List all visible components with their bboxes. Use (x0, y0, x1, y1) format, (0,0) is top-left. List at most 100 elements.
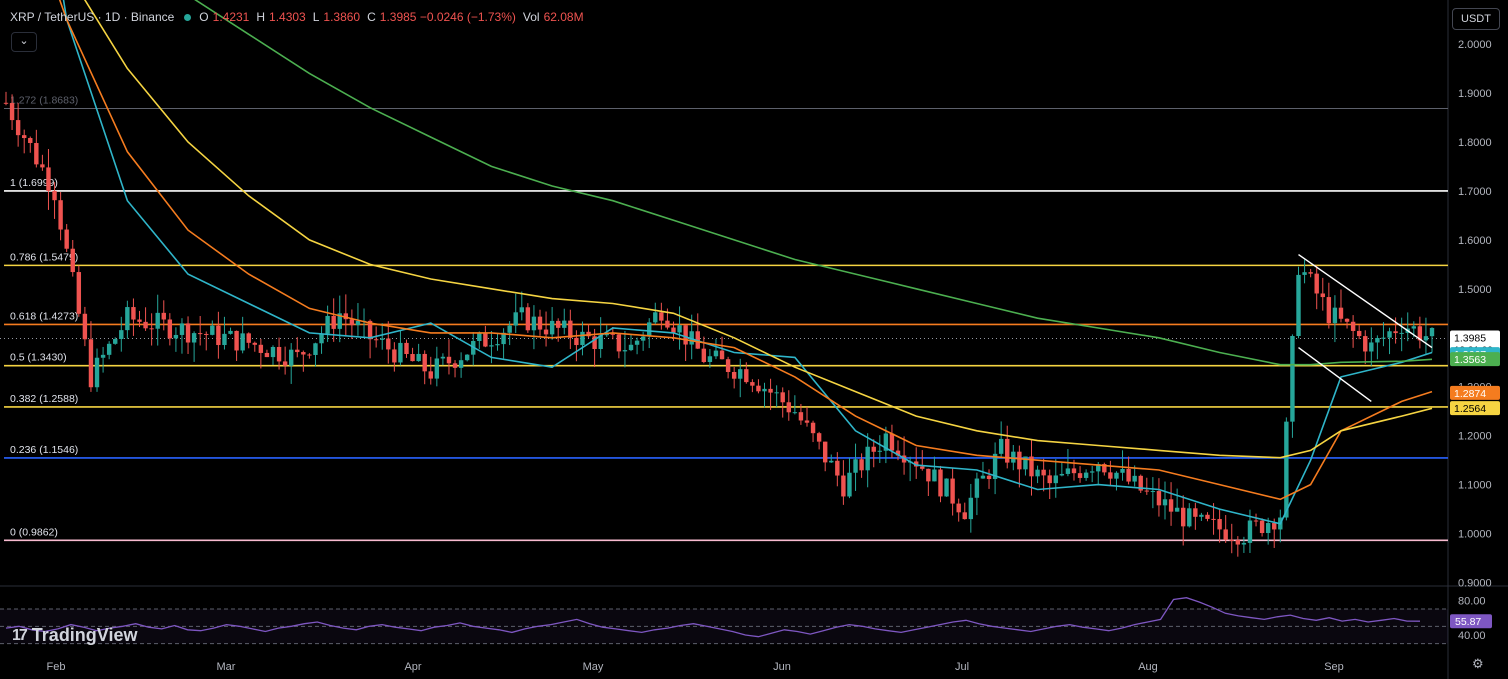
candle-body (1326, 297, 1332, 324)
candle-body (1017, 451, 1022, 470)
price-tick-label: 1.6000 (1458, 235, 1492, 247)
candle-body (398, 342, 403, 363)
open-value: 1.4231 (212, 10, 250, 24)
rsi-tick-label: 40.00 (1458, 630, 1486, 642)
candle-body (295, 349, 300, 353)
candle-body (1381, 337, 1386, 339)
candle-body (173, 334, 179, 339)
candle-body (191, 333, 197, 343)
candle-body (1138, 475, 1143, 491)
candle-body (1096, 464, 1101, 472)
candle-body (1059, 473, 1065, 476)
candle-body (349, 319, 355, 326)
price-tick-label: 1.2000 (1458, 431, 1492, 443)
candle-body (185, 323, 191, 343)
fib-level-label: 0.236 (1.1546) (10, 444, 78, 456)
candle-body (422, 353, 427, 372)
currency-button[interactable]: USDT (1452, 8, 1500, 30)
candle-body (1259, 520, 1265, 534)
candle-body (1393, 331, 1398, 334)
candle-body (410, 354, 415, 362)
price-axis-badge-text: 1.2874 (1454, 388, 1486, 400)
candle-body (100, 354, 106, 358)
candle-body (477, 333, 482, 342)
candle-body (40, 164, 45, 168)
candle-body (386, 338, 391, 350)
candle-body (119, 330, 124, 339)
candle-body (829, 460, 834, 463)
candle-body (677, 325, 682, 333)
candle-body (1199, 514, 1204, 517)
candle-body (258, 344, 264, 353)
time-axis-label: Feb (47, 661, 66, 673)
candle-body (1083, 472, 1089, 478)
candle-body (992, 453, 998, 480)
candle-body (519, 307, 524, 313)
candle-body (106, 343, 112, 355)
candle-body (276, 346, 282, 362)
candle-body (1363, 336, 1368, 352)
candle-body (222, 333, 227, 346)
candle-body (94, 357, 100, 388)
candle-body (707, 356, 713, 363)
fib-level-label: 0 (0.9862) (10, 526, 58, 538)
moving-average-line (83, 0, 1433, 459)
candle-body (270, 346, 276, 358)
candle-body (938, 469, 943, 497)
fib-level-label: 0.382 (1.2588) (10, 393, 78, 405)
volume-value: 62.08M (543, 10, 584, 24)
candle-body (622, 350, 628, 352)
candle-body (956, 503, 961, 513)
candle-body (1375, 337, 1380, 343)
candle-body (1344, 318, 1350, 322)
price-axis-badge (1450, 385, 1500, 400)
candle-body (810, 422, 816, 434)
candle-body (1332, 307, 1338, 324)
candle-body (580, 331, 585, 346)
candle-body (798, 412, 804, 421)
price-tick-label: 0.9000 (1458, 578, 1492, 590)
candle-body (1217, 519, 1222, 530)
candle-body (513, 312, 518, 326)
candle-body (1011, 451, 1016, 463)
price-tick-label: 1.8000 (1458, 137, 1492, 149)
candle-body (337, 313, 342, 329)
gear-icon[interactable]: ⚙ (1472, 656, 1484, 671)
chevron-down-icon[interactable]: ⌄ (11, 32, 37, 52)
candle-body (1150, 491, 1156, 493)
candle-body (1126, 468, 1131, 482)
time-axis-label: Aug (1138, 661, 1158, 673)
tradingview-logo[interactable]: 17 TradingView (12, 625, 138, 646)
fib-level-label: 1 (1.6999) (10, 177, 58, 189)
candle-body (543, 329, 549, 335)
price-axis-badge-text: 1.3985 (1454, 333, 1486, 345)
candle-body (167, 319, 173, 339)
candle-body (1417, 326, 1423, 341)
trendline (1298, 254, 1433, 349)
candle-body (131, 307, 136, 320)
candle-body (1211, 518, 1216, 520)
candle-body (525, 307, 531, 331)
rsi-line (5, 597, 1421, 638)
candle-body (1035, 469, 1040, 477)
symbol-title[interactable]: XRP / TetherUS · 1D · Binance (10, 10, 175, 24)
candle-body (1235, 540, 1241, 545)
candle-body (46, 167, 51, 191)
candle-body (1181, 507, 1186, 527)
market-status-icon (184, 13, 192, 21)
candle-body (792, 412, 798, 414)
close-label: C (367, 10, 376, 24)
candle-body (1114, 472, 1119, 479)
candle-body (452, 363, 458, 368)
candle-body (1411, 326, 1416, 329)
candle-body (301, 352, 306, 355)
candle-body (871, 446, 876, 452)
close-value: 1.3985 −0.0246 (−1.73%) (379, 10, 516, 24)
candle-body (137, 319, 142, 322)
candle-body (204, 333, 209, 335)
candle-body (701, 348, 707, 363)
candle-body (719, 350, 725, 360)
candle-body (1272, 523, 1277, 530)
moving-average-line (62, 0, 1433, 525)
